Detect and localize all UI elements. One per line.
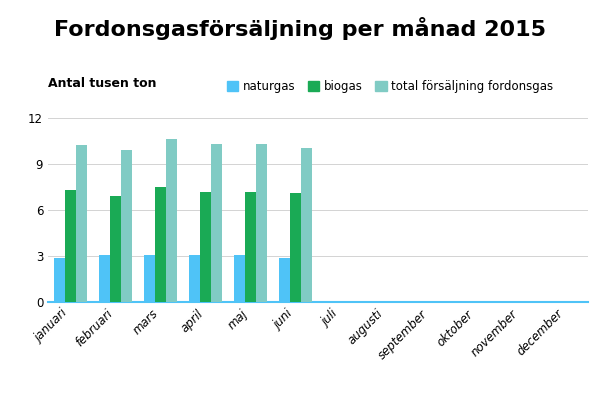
Bar [256,144,268,302]
Bar [53,258,65,302]
Bar [166,139,178,302]
Bar [245,192,256,302]
Bar [121,150,133,302]
Bar [301,148,313,302]
Bar [211,144,223,302]
Bar [233,255,245,302]
Bar [290,193,301,302]
Bar [155,187,166,302]
Bar [65,190,76,302]
Legend: naturgas, biogas, total försäljning fordonsgas: naturgas, biogas, total försäljning ford… [222,75,558,97]
Bar [278,258,290,302]
Bar [76,145,88,302]
Bar [110,196,121,302]
Bar [200,192,211,302]
Text: Antal tusen ton: Antal tusen ton [48,77,157,90]
Bar [143,255,155,302]
Bar [98,255,110,302]
Text: Fordonsgasförsäljning per månad 2015: Fordonsgasförsäljning per månad 2015 [54,17,546,40]
Bar [188,255,200,302]
